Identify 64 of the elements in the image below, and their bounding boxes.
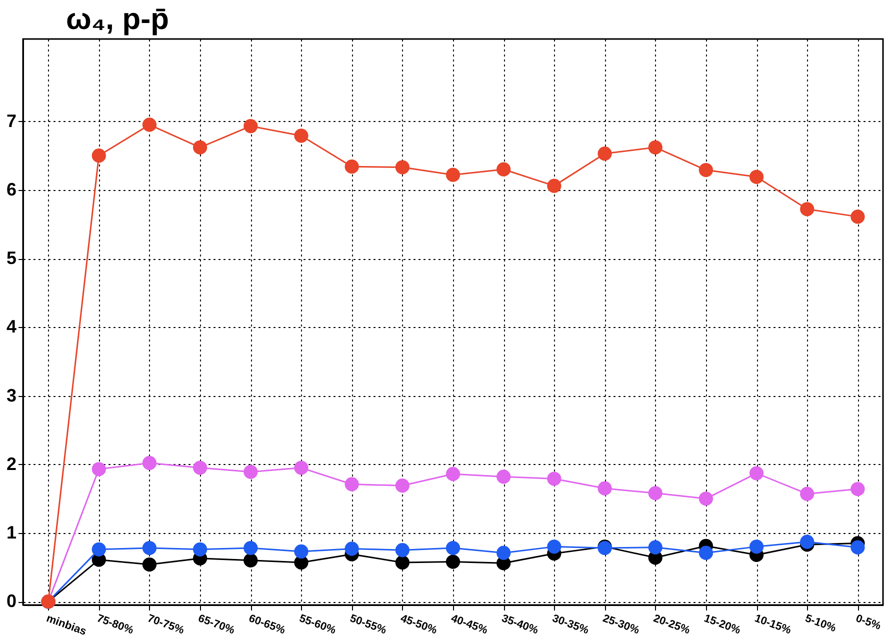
point: [850, 482, 865, 496]
point: [192, 140, 208, 154]
point: [698, 546, 714, 560]
point: [446, 168, 460, 182]
chart-title: ω₄, p-p̄: [66, 3, 169, 36]
point: [192, 460, 208, 475]
point: [648, 486, 662, 500]
point: [698, 162, 714, 178]
point: [395, 543, 410, 558]
x-tick-label: 5-10%: [804, 612, 838, 635]
point: [294, 544, 308, 559]
x-tick-label: 40-45%: [449, 612, 490, 637]
y-tick-label: 1: [6, 522, 16, 542]
point: [244, 541, 258, 556]
point: [598, 146, 612, 161]
point: [850, 210, 865, 224]
point: [648, 540, 662, 554]
point: [142, 557, 157, 572]
point: [92, 462, 106, 476]
point: [800, 202, 814, 216]
point: [142, 541, 157, 556]
point: [244, 553, 258, 568]
point: [92, 542, 106, 556]
y-tick-label: 6: [6, 179, 16, 200]
point: [850, 540, 865, 554]
point: [446, 554, 460, 569]
point: [547, 472, 562, 486]
y-tick-label: 2: [6, 454, 16, 474]
y-tick-label: 4: [6, 316, 16, 337]
y-tick-label: 5: [6, 248, 16, 268]
x-tick-label: 45-50%: [398, 612, 439, 637]
point: [92, 148, 106, 163]
point: [749, 540, 764, 554]
point: [344, 477, 359, 492]
point: [496, 470, 511, 484]
point: [244, 464, 258, 479]
point: [496, 162, 511, 176]
x-tick-label: 0-5%: [854, 612, 883, 633]
point: [395, 555, 410, 570]
point: [749, 466, 764, 480]
point: [547, 178, 562, 193]
point: [698, 492, 714, 506]
point: [800, 534, 814, 549]
point: [344, 160, 359, 174]
y-tick-label: 3: [6, 385, 16, 406]
point: [547, 540, 562, 554]
point: [496, 546, 511, 560]
point: [395, 160, 410, 174]
point: [294, 460, 308, 475]
point: [648, 140, 662, 154]
y-tick-label: 0: [6, 591, 16, 612]
point: [344, 542, 359, 556]
point: [244, 119, 258, 134]
point: [749, 170, 764, 184]
point: [142, 118, 157, 132]
point: [800, 486, 814, 501]
point: [142, 456, 157, 470]
point: [192, 542, 208, 556]
y-tick-label: 7: [6, 110, 16, 131]
point: [446, 466, 460, 482]
point: [294, 128, 308, 143]
point: [598, 481, 612, 496]
point: [446, 541, 460, 556]
point: [395, 478, 410, 493]
